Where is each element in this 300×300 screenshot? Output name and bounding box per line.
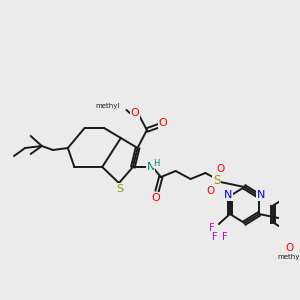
Text: O: O — [216, 164, 224, 174]
Text: N: N — [256, 190, 265, 200]
Text: S: S — [116, 184, 124, 194]
Text: F: F — [222, 232, 227, 242]
Text: N: N — [146, 162, 155, 172]
Text: F: F — [208, 223, 214, 233]
Text: H: H — [153, 158, 159, 167]
Text: O: O — [158, 118, 167, 128]
Text: O: O — [130, 108, 139, 118]
Text: O: O — [207, 186, 215, 196]
Text: F: F — [212, 232, 218, 242]
Text: O: O — [286, 243, 294, 253]
Text: methyl: methyl — [95, 103, 120, 109]
Text: O: O — [152, 193, 161, 203]
Text: N: N — [224, 190, 232, 200]
Text: methyl: methyl — [278, 254, 300, 260]
Text: S: S — [213, 173, 220, 187]
